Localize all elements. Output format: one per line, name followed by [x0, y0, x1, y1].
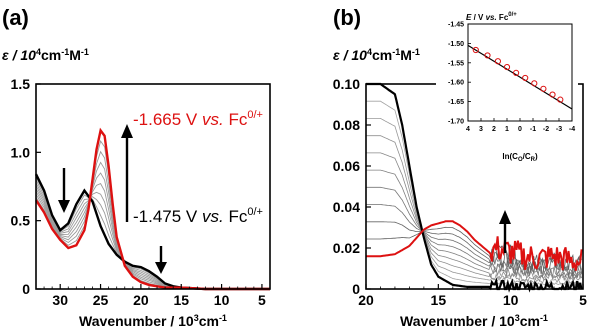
- x-tick-label: 10: [503, 292, 519, 308]
- intermediate-spectrum: [366, 221, 582, 276]
- inset-data-point: [522, 74, 529, 82]
- inset-y-tick-label: -1.65: [448, 99, 464, 106]
- x-tick-label: 15: [431, 292, 447, 308]
- panel-a-frame: [35, 83, 271, 290]
- intermediate-spectrum: [366, 135, 582, 284]
- inset-x-tick-label: 0: [518, 126, 522, 133]
- panel-b-ticks: 20 15 10 500.020.040.060.080.10: [333, 76, 587, 308]
- final-spectrum: [34, 127, 270, 291]
- inset-data-point: [503, 63, 511, 71]
- x-tick-label: 25: [93, 292, 109, 308]
- y-tick-label: 0: [22, 281, 30, 297]
- intermediate-spectrum: [366, 169, 582, 281]
- x-tick-label: 20: [133, 292, 149, 308]
- x-tick-label: 5: [258, 292, 266, 308]
- y-tick-label: 0.10: [333, 76, 360, 92]
- x-tick-label: 30: [52, 292, 68, 308]
- inset-data-point: [540, 85, 547, 92]
- y-tick-label: 0.06: [333, 158, 360, 174]
- panel-b: (b) ε / 104cm-1M-1 20 15 10 500.020.040.060…: [333, 5, 587, 329]
- y-tick-label: 0.5: [11, 213, 31, 229]
- inset-title: E / V vs. Fc0/+: [466, 12, 517, 22]
- inset-xlabel: ln(CO/CR): [502, 152, 538, 163]
- x-tick-label: 5: [579, 292, 587, 308]
- panel-b-ylabel: ε / 104cm-1M-1: [333, 47, 420, 63]
- inset-frame: [467, 23, 573, 122]
- panel-a-arrow-down-left: [58, 168, 70, 213]
- x-tick-label: 15: [173, 292, 189, 308]
- intermediate-spectrum: [366, 204, 582, 278]
- inset-x-tick-label: -4: [569, 126, 575, 133]
- panel-a-xlabel: Wavenumber / 103cm-1: [79, 313, 227, 329]
- inset: E / V vs. Fc0/+ 4 3 2 1 0 -1 -2 -3 -4 -1.45 -1.50 -…: [436, 12, 578, 163]
- inset-y-tick-label: -1.55: [448, 60, 464, 67]
- inset-y-tick-label: -1.45: [448, 22, 464, 29]
- intermediate-spectrum: [366, 186, 582, 279]
- x-tick-label: 10: [214, 292, 230, 308]
- y-tick-label: 0: [352, 281, 360, 297]
- x-tick-label: 20: [358, 292, 374, 308]
- annotation-red: -1.665 V vs. Fc0/+: [133, 109, 263, 129]
- y-tick-label: 1.0: [11, 144, 31, 160]
- inset-data-point: [531, 80, 538, 87]
- y-tick-label: 1.5: [11, 76, 31, 92]
- intermediate-spectrum: [366, 226, 582, 272]
- inset-x-tick-label: -1: [530, 126, 536, 133]
- annotation-black: -1.475 V vs. Fc0/+: [133, 206, 263, 226]
- y-tick-label: 0.02: [333, 240, 360, 256]
- panel-b-arrow-up: [499, 210, 511, 253]
- inset-data: [467, 44, 573, 110]
- inset-x-tick-label: 2: [492, 126, 496, 133]
- inset-data-point: [549, 91, 556, 98]
- inset-y-tick-label: -1.50: [448, 41, 464, 48]
- inset-x-tick-label: 3: [479, 126, 483, 133]
- panel-a-label: (a): [2, 5, 29, 30]
- panel-b-xlabel: Wavenumber / 103cm-1: [400, 313, 548, 329]
- inset-x-tick-label: 4: [466, 126, 470, 133]
- panel-a: (a) ε / 104cm-1M-1 30 25 20 15 10 5 0 0.5 1.0 1.5…: [2, 5, 271, 329]
- inset-data-point: [484, 52, 491, 59]
- panel-a-ticks: 30 25 20 15 10 5 0 0.5 1.0 1.5: [11, 76, 267, 308]
- inset-data-point: [472, 46, 479, 54]
- inset-x-tick-label: -2: [543, 126, 549, 133]
- inset-x-tick-label: -3: [556, 126, 562, 133]
- inset-data-point: [494, 58, 501, 65]
- inset-data-point: [513, 69, 520, 76]
- initial-spectrum: [366, 82, 583, 293]
- panel-a-curves: [34, 127, 270, 291]
- inset-data-point: [557, 96, 564, 103]
- final-spectrum: [366, 220, 583, 271]
- y-tick-label: 0.08: [333, 117, 360, 133]
- inset-y-tick-label: -1.70: [448, 119, 464, 126]
- panel-a-arrow-up: [121, 124, 133, 222]
- intermediate-spectrum: [366, 152, 582, 281]
- inset-background: [436, 22, 578, 132]
- panel-a-ylabel: ε / 104cm-1M-1: [2, 47, 89, 63]
- panel-b-curves: [366, 82, 583, 293]
- initial-spectrum: [34, 173, 270, 291]
- panel-b-label: (b): [333, 5, 361, 30]
- inset-x-tick-label: 1: [505, 126, 509, 133]
- inset-y-tick-label: -1.60: [448, 80, 464, 87]
- y-tick-label: 0.04: [333, 199, 360, 215]
- intermediate-spectrum: [35, 172, 270, 290]
- panel-a-arrow-down-right: [155, 246, 167, 274]
